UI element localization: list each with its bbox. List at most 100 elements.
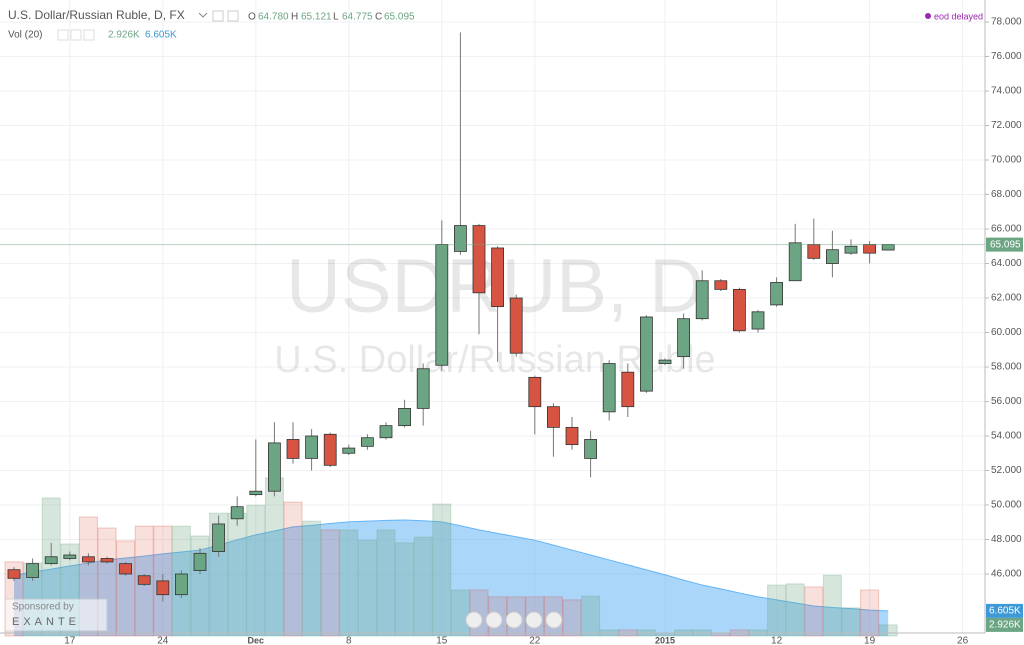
y-tick-label: 66.000 [991,224,1022,235]
reset[interactable] [505,611,523,629]
volume-bar [860,589,880,637]
candle-body [528,376,542,408]
candle-body [733,288,746,332]
volume-bar [822,574,842,637]
volume-bar [804,586,824,637]
volume-bar [227,512,247,637]
zoom-in[interactable] [525,611,543,629]
candle-body [398,407,412,427]
candle-body [491,247,505,308]
candle-body [342,447,356,454]
status-text: eod delayed [934,11,983,21]
candle-body [453,225,467,252]
o-key: O [248,12,256,23]
volume-bar [302,520,322,637]
volume-bar [785,583,805,637]
y-tick-label: 58.000 [991,362,1022,373]
x-tick-label: 12 [771,636,783,645]
candle-layer [0,32,985,602]
close-icon[interactable] [227,10,239,22]
x-tick-label: 22 [529,636,541,645]
c-key: C [375,12,382,23]
candle-body [863,244,876,254]
y-tick-label: 64.000 [991,258,1022,269]
candle-body [137,575,151,585]
vol-icon[interactable] [83,29,95,41]
symbol-title: U.S. Dollar/Russian Ruble, D, FX [8,8,185,22]
volume-bar [432,503,452,637]
sponsor-brand: EXANTE [12,616,80,628]
vol-icon[interactable] [57,29,69,41]
candle-body [7,569,21,579]
candle-body [658,359,672,364]
volume-bar [413,536,433,637]
x-tick-label: Dec [248,635,265,645]
x-tick-label: 2015 [655,635,675,645]
volume-bar [116,540,136,637]
volume-bar [264,477,284,637]
candle-body [360,437,374,447]
candle-body [714,280,728,290]
x-tick-label: 8 [346,636,352,645]
candle-body [267,442,281,492]
sponsor-box[interactable] [4,598,108,632]
volume-ma-line [13,519,889,612]
volume-bar [376,529,396,637]
candle-body [584,439,597,459]
candle-body [156,580,170,596]
sponsor-label: Sponsored by [12,602,74,613]
y-tick-label: 62.000 [991,293,1022,304]
candle-body [472,225,486,294]
volume-bar [767,584,787,637]
volume-ma-value: 6.605K [145,30,177,41]
candle-body [230,506,244,520]
y-tick-label: 52.000 [991,465,1022,476]
vol-icon[interactable] [70,29,82,41]
scroll-left[interactable] [465,611,483,629]
dropdown-icon[interactable] [198,12,208,18]
volume-title: Vol (20) [8,30,42,41]
volume-bar [357,539,377,637]
settings-icon[interactable] [212,10,224,22]
candle-body [751,311,765,330]
candle-body [435,244,449,366]
y-tick-label: 56.000 [991,396,1022,407]
volume-bar [581,595,601,637]
candle-body [602,363,616,413]
scroll-right[interactable] [545,611,563,629]
candle-body [44,556,58,565]
zoom-out[interactable] [485,611,503,629]
status-dot [925,13,931,19]
y-tick-label: 76.000 [991,51,1022,62]
c-value: 65.095 [384,12,415,23]
x-tick-label: 15 [436,636,448,645]
volume-ma-tag-label: 6.605K [989,606,1021,617]
h-key: H [291,12,298,23]
y-tick-label: 50.000 [991,500,1022,511]
y-tick-label: 46.000 [991,569,1022,580]
candle-body [416,368,430,409]
volume-ma-tag [986,603,1023,618]
volume-bar [562,599,582,637]
volume-bar [450,589,470,637]
x-tick-label: 17 [64,636,76,645]
candle-body [770,282,783,306]
volume-ma-area [14,520,889,636]
candle-body [249,490,263,496]
last-price-label: 65.095 [990,239,1021,250]
volume-bar [283,501,303,637]
candle-body [379,425,393,439]
candle-body [677,318,690,358]
volume-bar [395,542,415,637]
volume-tag-label: 2.926K [989,620,1021,631]
candle-body [82,556,95,563]
l-key: L [333,12,339,23]
candle-body [807,244,821,259]
candle-body [547,406,560,428]
x-tick-label: 24 [157,636,169,645]
candle-body [305,435,319,459]
candle-body [193,552,207,571]
nav-buttons [465,611,563,629]
candle-body [565,426,579,446]
